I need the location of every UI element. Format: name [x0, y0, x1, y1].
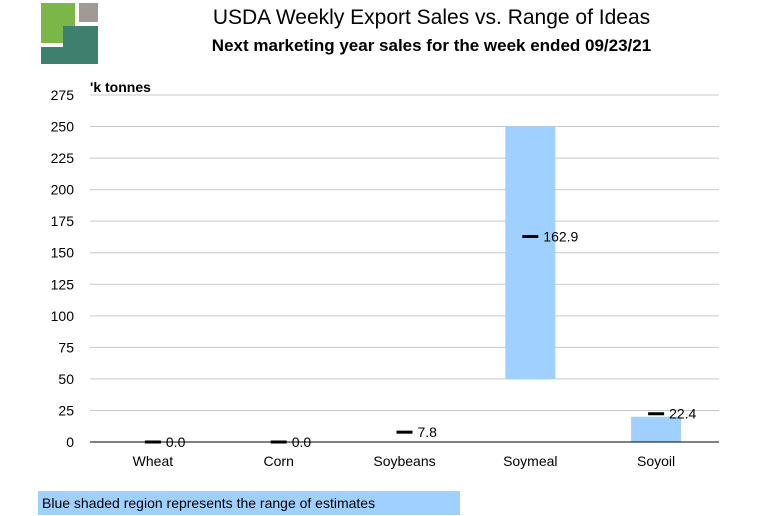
range-bar — [505, 126, 556, 379]
logo-green-shape — [41, 3, 75, 43]
chart-title: USDA Weekly Export Sales vs. Range of Id… — [212, 6, 651, 29]
data-label: 162.9 — [543, 228, 578, 244]
logo-teal-shape — [41, 26, 98, 64]
range-bar — [631, 416, 682, 442]
range-note: Blue shaded region represents the range … — [38, 491, 460, 515]
y-tick-label: 150 — [51, 245, 75, 261]
grid-lines — [90, 94, 719, 411]
x-tick-label: Corn — [264, 453, 294, 469]
y-tick-label: 125 — [51, 276, 75, 292]
x-tick-labels: Wheat Corn Soybeans Soymeal Soyoil — [133, 453, 676, 469]
chart-subtitle: Next marketing year sales for the week e… — [211, 36, 652, 55]
logo — [41, 3, 98, 64]
y-tick-label: 275 — [51, 87, 75, 103]
x-tick-label: Soybeans — [373, 453, 435, 469]
chart: 'k tonnes 0 25 50 75 100 125 150 175 200 225 250 27… — [51, 79, 719, 469]
value-markers — [144, 234, 665, 444]
x-tick-label: Soyoil — [637, 453, 675, 469]
y-tick-label: 50 — [58, 371, 74, 387]
y-tick-label: 200 — [51, 182, 75, 198]
x-tick-label: Wheat — [133, 453, 174, 469]
x-tick-label: Soymeal — [503, 453, 557, 469]
y-tick-label: 250 — [51, 119, 75, 135]
y-tick-label: 25 — [58, 402, 74, 418]
y-tick-label: 75 — [58, 339, 74, 355]
y-tick-label: 175 — [51, 213, 75, 229]
y-tick-labels: 0 25 50 75 100 125 150 175 200 225 250 275 — [51, 87, 75, 450]
data-label: 22.4 — [669, 406, 696, 422]
y-tick-label: 225 — [51, 150, 75, 166]
data-label: 7.8 — [418, 424, 438, 440]
y-tick-label: 0 — [66, 434, 74, 450]
range-bars — [505, 126, 682, 442]
logo-gray-square — [79, 3, 98, 22]
y-tick-label: 100 — [51, 308, 75, 324]
y-axis-unit-label: 'k tonnes — [90, 79, 151, 95]
